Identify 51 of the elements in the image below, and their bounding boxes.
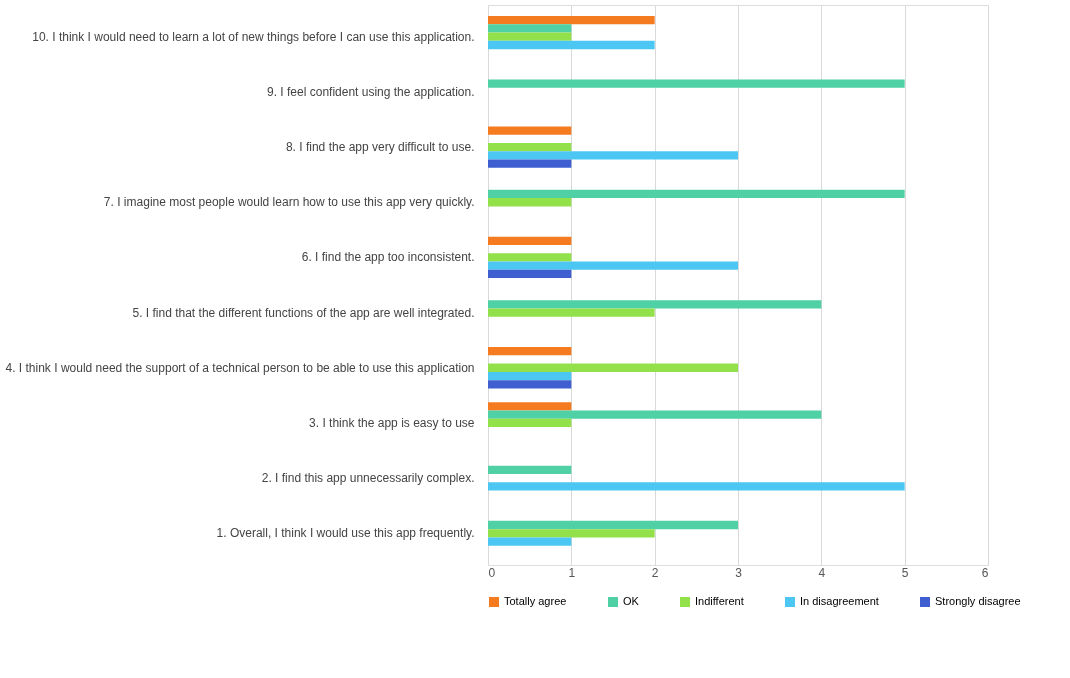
bar bbox=[488, 363, 738, 372]
bar bbox=[488, 189, 905, 199]
bar bbox=[488, 418, 572, 428]
bar bbox=[488, 261, 738, 270]
legend-label: Totally agree bbox=[504, 595, 567, 607]
bar bbox=[488, 520, 738, 530]
y-tick-label: 2. I find this app unnecessarily complex. bbox=[261, 471, 475, 486]
bar bbox=[488, 380, 572, 389]
y-tick-label: 1. Overall, I think I would use this app frequently. bbox=[216, 526, 475, 541]
bar bbox=[488, 308, 655, 317]
bar bbox=[488, 24, 572, 33]
x-tick-label: 0 bbox=[488, 565, 496, 580]
bar bbox=[488, 32, 572, 41]
x-tick-label: 1 bbox=[568, 565, 576, 580]
bar bbox=[488, 529, 655, 538]
bar bbox=[488, 198, 572, 207]
bar bbox=[488, 482, 905, 491]
bar bbox=[488, 402, 572, 411]
bar bbox=[488, 159, 572, 168]
bar bbox=[488, 465, 572, 474]
bar bbox=[488, 537, 572, 546]
legend-label: OK bbox=[623, 595, 640, 607]
y-tick-label: 7. I imagine most people would learn how to use this app very quickly. bbox=[103, 195, 475, 210]
x-tick-label: 3 bbox=[735, 565, 743, 580]
y-tick-label: 3. I think the app is easy to use bbox=[309, 415, 475, 430]
bar bbox=[488, 151, 738, 160]
bar bbox=[488, 253, 572, 262]
bar bbox=[488, 269, 572, 279]
legend-label: Indifferent bbox=[695, 595, 744, 607]
x-tick-label: 6 bbox=[981, 565, 989, 580]
y-tick-label: 8. I find the app very difficult to use. bbox=[285, 140, 475, 155]
bar bbox=[488, 236, 572, 245]
legend-label: In disagreement bbox=[800, 595, 879, 607]
legend-label: Strongly disagree bbox=[935, 595, 1021, 607]
bar bbox=[488, 16, 655, 25]
bar bbox=[488, 79, 905, 88]
x-tick-label: 5 bbox=[901, 565, 909, 580]
bar bbox=[488, 371, 572, 381]
y-tick-label: 4. I think I would need the support of a technical person to be able to use this application bbox=[5, 360, 475, 375]
x-tick-label: 2 bbox=[651, 565, 659, 580]
y-tick-label: 10. I think I would need to learn a lot of new things before I can use this application. bbox=[32, 29, 475, 44]
y-tick-label: 6. I find the app too inconsistent. bbox=[301, 250, 475, 265]
bar bbox=[488, 126, 572, 135]
y-tick-label: 9. I feel confident using the application. bbox=[267, 84, 475, 99]
bar bbox=[488, 142, 572, 152]
bar bbox=[488, 410, 822, 419]
x-tick-label: 4 bbox=[818, 565, 826, 580]
bar bbox=[488, 347, 572, 356]
bar bbox=[488, 300, 822, 309]
bar bbox=[488, 40, 655, 50]
y-tick-label: 5. I find that the different functions of the app are well integrated. bbox=[132, 305, 475, 320]
